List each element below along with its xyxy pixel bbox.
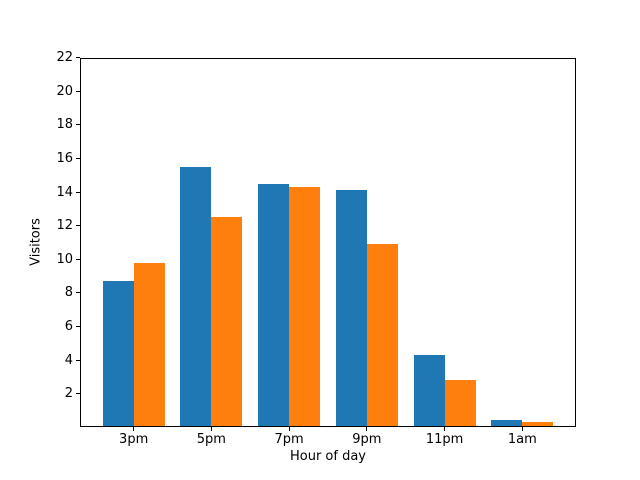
- bar-9pm-series1: [335, 190, 367, 428]
- bar-7pm-series1: [258, 183, 290, 428]
- y-tick-mark-8: [76, 292, 80, 294]
- bar-11pm-series2: [444, 380, 476, 428]
- y-tick-label-2: 2: [64, 386, 73, 402]
- x-tick-label-9pm: 9pm: [352, 432, 382, 448]
- y-tick-mark-12: [76, 225, 80, 227]
- x-axis-title: Hour of day: [289, 449, 367, 464]
- y-tick-label-22: 22: [56, 50, 73, 66]
- y-tick-label-14: 14: [56, 184, 73, 200]
- bar-9pm-series2: [366, 244, 398, 428]
- x-tick-label-5pm: 5pm: [196, 432, 226, 448]
- bar-1am-series1: [491, 420, 523, 428]
- x-tick-label-11pm: 11pm: [425, 432, 464, 448]
- x-tick-mark-5pm: [210, 427, 212, 432]
- bar-7pm-series2: [289, 186, 321, 428]
- y-tick-mark-18: [76, 124, 80, 126]
- y-tick-label-12: 12: [56, 218, 73, 234]
- x-tick-label-7pm: 7pm: [274, 432, 304, 448]
- y-axis-title: Visitors: [28, 218, 44, 266]
- y-tick-mark-20: [76, 90, 80, 92]
- x-tick-mark-9pm: [366, 427, 368, 432]
- x-tick-label-3pm: 3pm: [119, 432, 149, 448]
- x-tick-mark-7pm: [288, 427, 290, 432]
- y-tick-label-6: 6: [64, 318, 73, 334]
- x-tick-mark-11pm: [444, 427, 446, 432]
- y-tick-label-16: 16: [56, 150, 73, 166]
- y-tick-mark-16: [76, 157, 80, 159]
- y-tick-mark-4: [76, 359, 80, 361]
- bar-1am-series2: [522, 422, 554, 428]
- y-tick-mark-14: [76, 191, 80, 193]
- bar-3pm-series2: [133, 262, 165, 428]
- y-tick-label-10: 10: [56, 251, 73, 267]
- y-tick-label-18: 18: [56, 117, 73, 133]
- y-tick-label-8: 8: [64, 285, 73, 301]
- x-tick-mark-1am: [521, 427, 523, 432]
- y-tick-mark-22: [76, 57, 80, 59]
- x-tick-mark-3pm: [133, 427, 135, 432]
- y-tick-mark-2: [76, 393, 80, 395]
- bar-5pm-series2: [211, 217, 243, 428]
- bar-3pm-series1: [102, 281, 134, 428]
- y-tick-label-20: 20: [56, 83, 73, 99]
- x-tick-label-1am: 1am: [507, 432, 537, 448]
- y-tick-label-4: 4: [64, 352, 73, 368]
- y-tick-mark-10: [76, 258, 80, 260]
- bar-11pm-series1: [413, 354, 445, 428]
- plot-area: [80, 58, 576, 428]
- y-tick-mark-6: [76, 325, 80, 327]
- bar-5pm-series1: [180, 166, 212, 428]
